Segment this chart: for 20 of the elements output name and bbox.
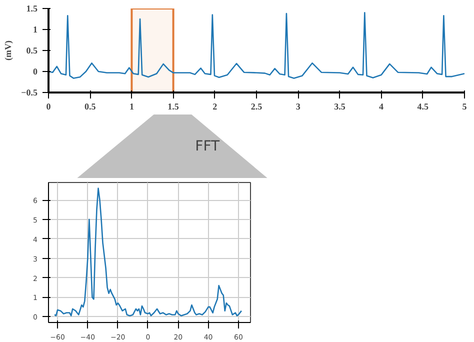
- text: FFT: [195, 138, 220, 154]
- x-tick-label: 2: [212, 102, 218, 112]
- line-series: [54, 188, 242, 316]
- x-tick-label: 1: [129, 102, 134, 112]
- x-tick-label: 4.5: [417, 102, 430, 112]
- x-tick-label: 4: [379, 102, 384, 112]
- y-axis-title: (mV): [3, 40, 14, 60]
- x-tick-label: 1.5: [168, 102, 180, 112]
- y-tick-label: 0.5: [26, 46, 38, 56]
- y-tick-label: 1.5: [26, 4, 38, 14]
- x-tick-label: 3: [296, 102, 301, 112]
- y-tick-label: 0: [33, 66, 38, 76]
- x-tick-label: 5: [462, 102, 468, 112]
- x-tick-label: 2.5: [250, 102, 263, 112]
- x-tick-label: 0: [46, 102, 52, 112]
- x-tick-label: 3.5: [334, 102, 346, 112]
- y-tick-label: −0.5: [21, 88, 38, 98]
- y-tick-label: 1: [33, 24, 38, 34]
- line-series: [48, 12, 464, 79]
- x-tick-label: 0.5: [84, 102, 96, 112]
